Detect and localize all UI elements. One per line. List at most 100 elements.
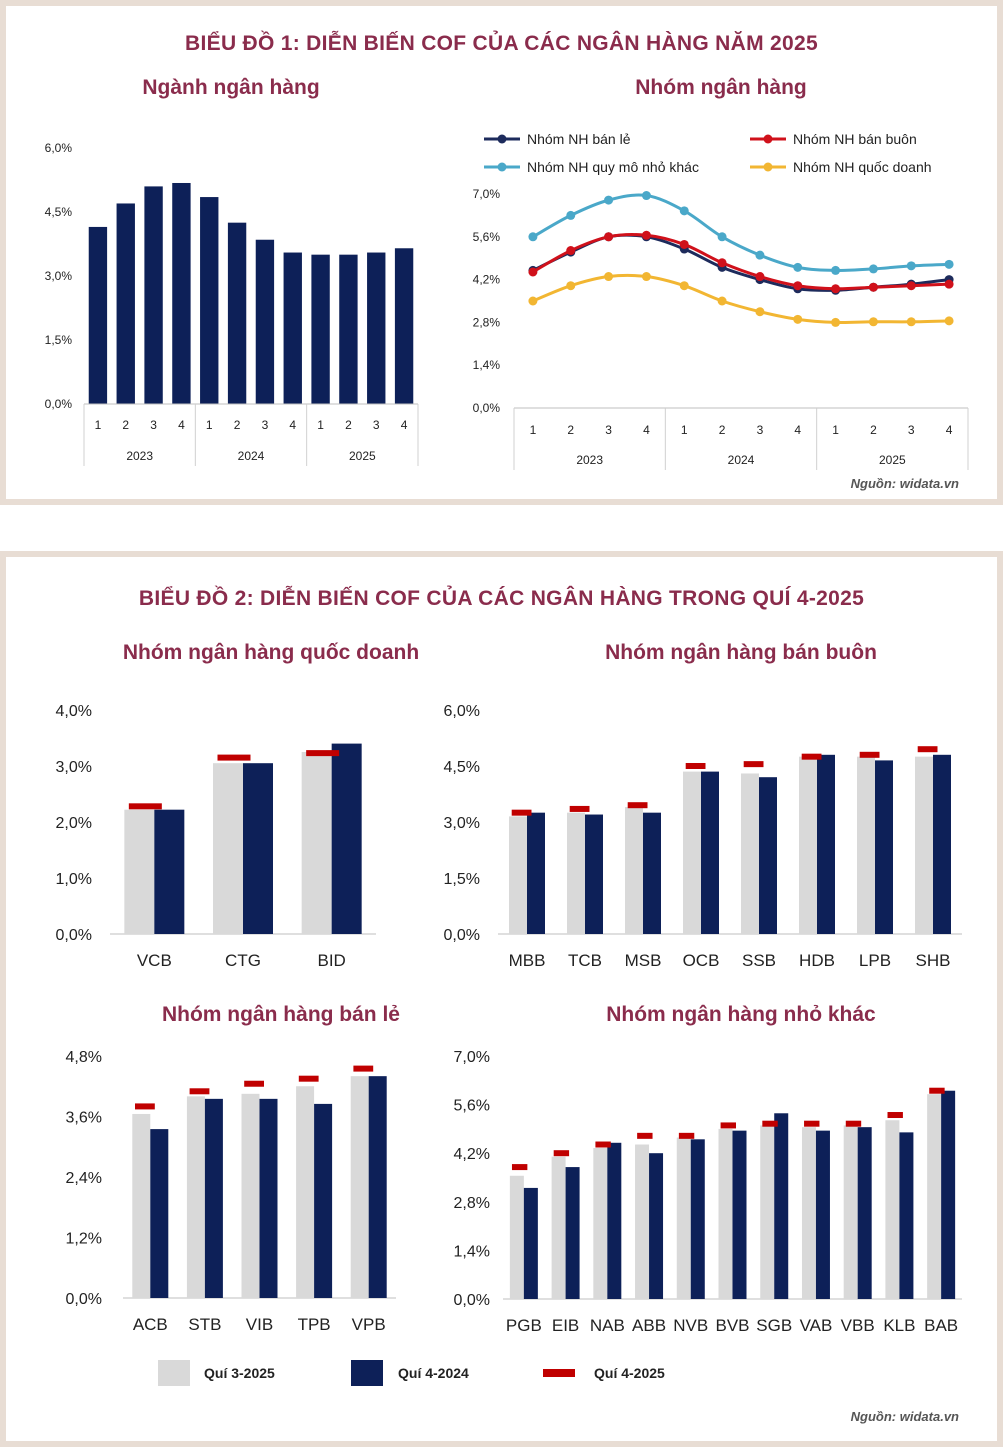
- bar-q4-2024: [565, 1167, 580, 1299]
- bar-q4-2024: [732, 1130, 747, 1299]
- marker-q4-2025: [762, 1120, 778, 1127]
- bar-q4-2024: [701, 771, 719, 934]
- y-tick-label: 1,5%: [45, 333, 73, 347]
- y-tick-label: 6,0%: [444, 703, 480, 720]
- bar-q3-2025: [799, 756, 817, 934]
- figure2-title: BIỂU ĐỒ 2: DIỄN BIẾN COF CỦA CÁC NGÂN HÀ…: [138, 587, 865, 610]
- bar-q4-2024: [243, 763, 273, 934]
- quarter-label: 1: [317, 418, 324, 432]
- bar-q3-2025: [551, 1156, 566, 1299]
- bar-q4-2024: [643, 812, 661, 934]
- category-label: STB: [188, 1315, 221, 1334]
- quarter-label: 1: [95, 418, 102, 432]
- figure1-panel: BIỂU ĐỒ 1: DIỄN BIẾN COF CỦA CÁC NGÂN HÀ…: [0, 0, 1003, 505]
- bar-q3-2025: [683, 771, 701, 934]
- legend-label: Nhóm NH quốc doanh: [793, 159, 932, 175]
- legend-marker: [497, 162, 507, 172]
- marker-q4-2025: [859, 751, 880, 758]
- bar-q3-2025: [241, 1093, 260, 1298]
- series-point: [944, 279, 954, 289]
- y-tick-label: 4,2%: [454, 1146, 490, 1163]
- bar-q4-2024: [154, 809, 185, 934]
- bar-q4-2024: [607, 1142, 622, 1299]
- bar-q3-2025: [857, 756, 875, 934]
- legend-swatch-q3-2025: [158, 1360, 190, 1386]
- category-label: LPB: [859, 951, 891, 970]
- wholesale-chart-title: Nhóm ngân hàng bán buôn: [605, 641, 877, 664]
- industry-bar: [144, 186, 163, 404]
- category-label: VIB: [246, 1315, 273, 1334]
- bar-q3-2025: [301, 752, 332, 934]
- series-point: [906, 281, 916, 291]
- bar-q3-2025: [741, 773, 759, 934]
- legend-marker: [763, 162, 773, 172]
- marker-q4-2025: [298, 1075, 319, 1082]
- category-label: PGB: [506, 1316, 542, 1335]
- bar-q4-2024: [941, 1090, 956, 1299]
- y-tick-label: 1,4%: [454, 1243, 490, 1260]
- bar-q3-2025: [801, 1127, 816, 1299]
- retail-chart-title: Nhóm ngân hàng bán lẻ: [161, 1003, 400, 1026]
- quarter-label: 2: [234, 418, 241, 432]
- y-tick-label: 1,4%: [473, 358, 501, 372]
- marker-q4-2025: [511, 809, 532, 816]
- legend-label: Nhóm NH bán lẻ: [527, 131, 631, 147]
- year-label: 2023: [126, 449, 153, 463]
- series-point: [641, 191, 651, 201]
- quarter-label: 3: [150, 418, 157, 432]
- bar-q3-2025: [350, 1076, 369, 1298]
- y-tick-label: 1,5%: [444, 871, 480, 888]
- bar-q3-2025: [760, 1125, 775, 1299]
- year-label: 2023: [576, 453, 603, 467]
- quarter-label: 2: [870, 423, 877, 437]
- series-point: [528, 267, 538, 277]
- industry-chart-title: Ngành ngân hàng: [142, 76, 320, 99]
- series-point: [755, 250, 765, 260]
- groups-line-chart: Nhóm NH bán lẻ Nhóm NH bán buôn Nhóm NH qu…: [473, 131, 969, 470]
- bar-q3-2025: [927, 1094, 942, 1299]
- bar-q4-2024: [875, 760, 893, 934]
- bar-q4-2024: [523, 1187, 538, 1299]
- bar-q4-2024: [857, 1127, 872, 1299]
- bar-q4-2024: [815, 1130, 830, 1299]
- category-label: VBB: [841, 1316, 875, 1335]
- category-label: KLB: [883, 1316, 915, 1335]
- y-tick-label: 5,6%: [473, 230, 501, 244]
- category-label: BAB: [924, 1316, 958, 1335]
- figure2-source: Nguồn: widata.vn: [850, 1409, 959, 1424]
- y-tick-label: 4,2%: [473, 273, 501, 287]
- bar-q3-2025: [843, 1125, 858, 1299]
- series-point: [831, 265, 841, 275]
- series-point: [868, 282, 878, 292]
- marker-q4-2025: [627, 802, 648, 809]
- series-point: [566, 281, 576, 291]
- category-label: ACB: [133, 1315, 168, 1334]
- category-label: VCB: [137, 951, 172, 970]
- y-tick-label: 0,0%: [66, 1291, 102, 1308]
- marker-q4-2025: [511, 1164, 528, 1171]
- category-label: HDB: [799, 951, 835, 970]
- bar-q3-2025: [885, 1120, 900, 1299]
- y-tick-label: 2,4%: [66, 1170, 102, 1187]
- quarter-label: 2: [345, 418, 352, 432]
- series-point: [604, 232, 614, 242]
- year-label: 2024: [238, 449, 265, 463]
- figure1-title: BIỂU ĐỒ 1: DIỄN BIẾN COF CỦA CÁC NGÂN HÀ…: [185, 32, 818, 55]
- quarter-label: 1: [206, 418, 213, 432]
- bar-q3-2025: [567, 812, 585, 934]
- series-point: [604, 195, 614, 205]
- y-tick-label: 0,0%: [56, 927, 92, 944]
- bar-q4-2024: [817, 754, 835, 934]
- quarter-label: 1: [832, 423, 839, 437]
- series-point: [793, 262, 803, 272]
- series-line: [532, 193, 950, 272]
- industry-bar: [394, 248, 414, 404]
- marker-q4-2025: [135, 1103, 155, 1110]
- category-label: TPB: [298, 1315, 331, 1334]
- industry-bar: [311, 254, 330, 404]
- quarter-label: 4: [946, 423, 953, 437]
- bar-q4-2024: [527, 812, 545, 934]
- category-label: VAB: [800, 1316, 833, 1335]
- quarter-label: 4: [401, 418, 408, 432]
- marker-q4-2025: [801, 753, 822, 760]
